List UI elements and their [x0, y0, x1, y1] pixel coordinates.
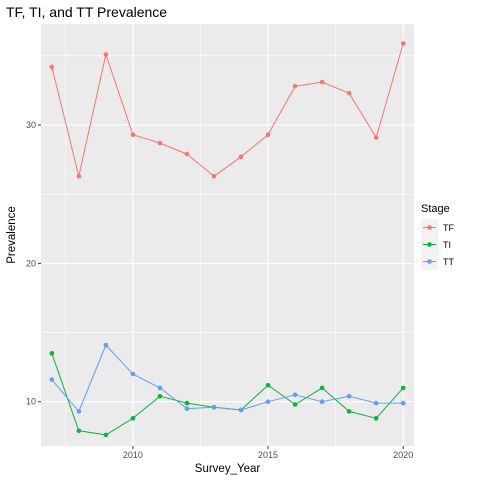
series-tt-line — [51, 344, 404, 412]
series-tt-point — [400, 400, 406, 406]
series-ti-point — [265, 382, 271, 388]
legend-item-tf: TF — [421, 219, 454, 236]
x-axis-title: Survey_Year — [195, 463, 261, 475]
series-tf — [49, 41, 406, 179]
series-tt-point — [157, 385, 163, 391]
series-tt-point — [184, 406, 190, 411]
legend-item-tt: TT — [421, 253, 454, 270]
series-tt-point — [292, 392, 298, 398]
series-tt-point — [346, 393, 352, 399]
y-tick-label: 10 — [26, 397, 36, 407]
series-tf-point — [103, 52, 109, 57]
series-ti-point — [76, 428, 82, 434]
series-tf-point — [346, 90, 352, 96]
series-ti-point — [49, 350, 55, 356]
series-layer — [49, 41, 406, 438]
series-tt-point — [211, 404, 217, 410]
series-tt-point — [103, 342, 109, 348]
series-ti-point — [184, 400, 190, 406]
series-tf-point — [211, 173, 217, 179]
series-ti-point — [400, 385, 406, 391]
x-tick-label: 2015 — [258, 450, 278, 460]
chart-title: TF, TI, and TT Prevalence — [6, 4, 167, 20]
series-tt-point — [319, 399, 325, 405]
legend-key-point — [427, 242, 432, 247]
series-ti-point — [103, 432, 109, 438]
legend-label-ti: TI — [443, 240, 451, 250]
series-tf-point — [238, 154, 244, 160]
legend: Stage TF TI TT — [421, 203, 454, 270]
series-tt — [49, 342, 406, 414]
y-axis-title: Prevalence — [6, 206, 18, 264]
series-ti-point — [373, 416, 379, 421]
series-tf-point — [76, 173, 82, 179]
series-tf-point — [49, 64, 55, 70]
series-tf-point — [292, 83, 298, 89]
series-tf-point — [265, 132, 271, 137]
legend-label-tf: TF — [443, 223, 454, 233]
legend-item-ti: TI — [421, 236, 451, 253]
series-tf-point — [184, 151, 190, 157]
series-tf-line — [51, 43, 404, 177]
series-tf-point — [157, 140, 163, 146]
series-ti-point — [292, 402, 298, 407]
axis-layer: 2010 2015 2020 10 20 30 — [26, 120, 413, 460]
series-ti-point — [130, 416, 136, 421]
x-tick-label: 2020 — [393, 450, 413, 460]
plot-panel — [41, 24, 414, 446]
y-tick-label: 30 — [26, 120, 36, 130]
x-tick-label: 2010 — [123, 450, 143, 460]
series-ti-point — [157, 393, 163, 399]
series-tt-point — [373, 400, 379, 406]
series-tf-point — [319, 79, 325, 85]
series-tf-point — [400, 41, 406, 46]
series-tt-point — [76, 409, 82, 414]
series-tt-point — [49, 377, 55, 382]
legend-key-point — [427, 259, 432, 264]
legend-label-tt: TT — [443, 257, 454, 267]
series-tf-point — [130, 132, 136, 137]
series-ti-point — [346, 409, 352, 414]
y-tick-label: 20 — [26, 258, 36, 268]
grid-layer — [41, 24, 414, 446]
legend-key-point — [427, 225, 432, 230]
series-ti-point — [319, 385, 325, 391]
series-tt-point — [238, 407, 244, 413]
series-tt-point — [130, 371, 136, 377]
series-tf-point — [373, 135, 379, 140]
legend-title: Stage — [421, 203, 450, 215]
series-tt-point — [265, 399, 271, 405]
